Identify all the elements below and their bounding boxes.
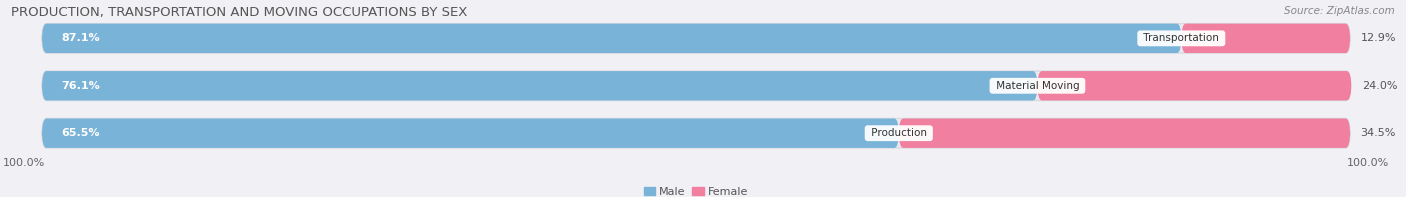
Text: Material Moving: Material Moving (993, 81, 1083, 91)
Text: 76.1%: 76.1% (62, 81, 100, 91)
Text: PRODUCTION, TRANSPORTATION AND MOVING OCCUPATIONS BY SEX: PRODUCTION, TRANSPORTATION AND MOVING OC… (11, 6, 468, 19)
FancyBboxPatch shape (42, 24, 1350, 53)
FancyBboxPatch shape (42, 24, 1181, 53)
Text: 100.0%: 100.0% (1347, 158, 1389, 168)
Text: Production: Production (868, 128, 929, 138)
Text: 65.5%: 65.5% (62, 128, 100, 138)
Text: 87.1%: 87.1% (62, 33, 100, 43)
Legend: Male, Female: Male, Female (644, 187, 748, 197)
FancyBboxPatch shape (42, 71, 1350, 100)
FancyBboxPatch shape (42, 119, 898, 148)
Text: Source: ZipAtlas.com: Source: ZipAtlas.com (1284, 6, 1395, 16)
FancyBboxPatch shape (1038, 71, 1351, 100)
Text: 100.0%: 100.0% (3, 158, 45, 168)
Text: Transportation: Transportation (1140, 33, 1222, 43)
Text: 34.5%: 34.5% (1361, 128, 1396, 138)
Text: 24.0%: 24.0% (1362, 81, 1398, 91)
Text: 12.9%: 12.9% (1361, 33, 1396, 43)
FancyBboxPatch shape (42, 119, 1350, 148)
FancyBboxPatch shape (1181, 24, 1350, 53)
FancyBboxPatch shape (42, 71, 1038, 100)
FancyBboxPatch shape (898, 119, 1350, 148)
